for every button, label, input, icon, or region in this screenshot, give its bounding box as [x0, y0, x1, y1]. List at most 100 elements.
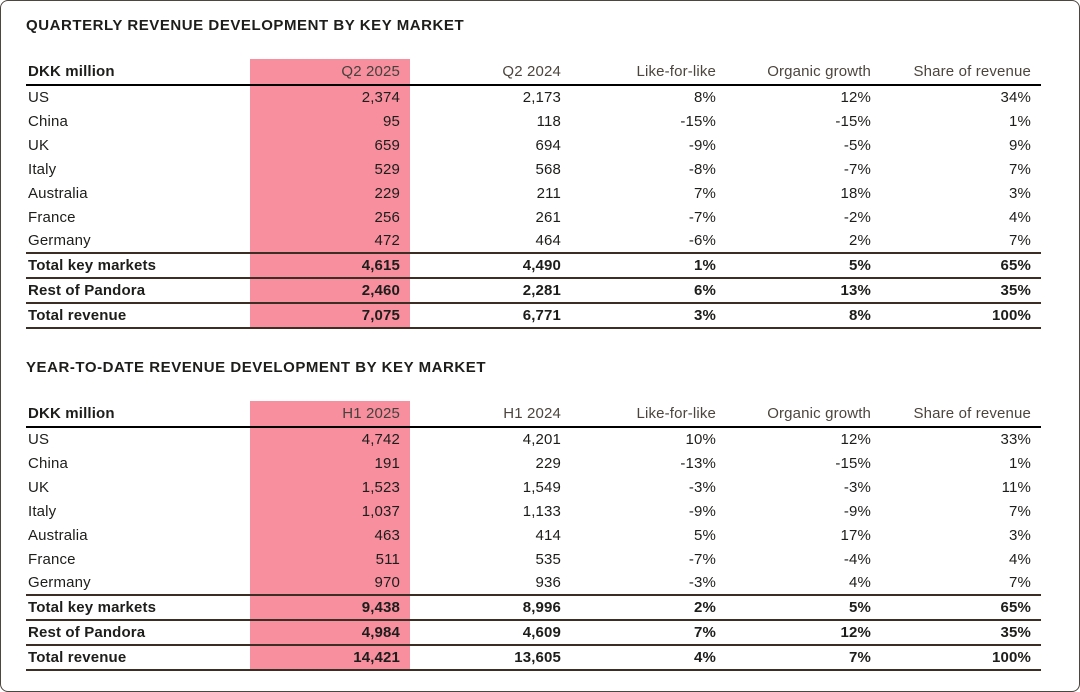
value-cell: -15% [680, 112, 716, 130]
row-label: Italy [28, 160, 57, 178]
value-cell: 8% [726, 302, 881, 329]
value-cell: -4% [843, 550, 871, 568]
value-cell: -13% [680, 454, 716, 472]
value-current-period: 14,421 [250, 644, 410, 671]
value-cell: 568 [535, 160, 561, 178]
column-header: Q2 2025 [250, 59, 410, 86]
value-current-period: 4,742 [250, 427, 410, 451]
value-cell: -15% [835, 454, 871, 472]
row-label: Australia [28, 184, 88, 202]
table-row: Italy 1,037 1,133 -9% -9% 7% [26, 499, 1041, 523]
table-row: China 191 229 -13% -15% 1% [26, 451, 1041, 475]
value-cell: 6% [571, 277, 726, 303]
table-row: Germany 472 464 -6% 2% 7% [26, 229, 1041, 253]
value-current-period: 256 [250, 205, 410, 229]
ytd-revenue-section: YEAR-TO-DATE REVENUE DEVELOPMENT BY KEY … [26, 359, 1041, 671]
value-cell: 1,549 [522, 478, 561, 496]
row-label: Total key markets [26, 594, 250, 620]
value-cell: -9% [688, 502, 716, 520]
section-title-ytd: YEAR-TO-DATE REVENUE DEVELOPMENT BY KEY … [26, 359, 487, 376]
row-label: Total revenue [26, 302, 250, 329]
value-cell: -7% [688, 208, 716, 226]
value-cell: 18% [840, 184, 871, 202]
value-cell: -7% [843, 160, 871, 178]
table-row: China 95 118 -15% -15% 1% [26, 109, 1041, 133]
value-current-period: 529 [250, 157, 410, 181]
ytd-revenue-table: DKK million H1 2025 H1 2024 Like-for-like Or… [26, 401, 1041, 671]
column-header: Organic growth [726, 59, 881, 86]
value-cell: -15% [835, 112, 871, 130]
value-cell: 5% [726, 252, 881, 278]
value-cell: 7% [571, 619, 726, 645]
table-row: US 2,374 2,173 8% 12% 34% [26, 85, 1041, 109]
value-cell: 118 [536, 112, 561, 130]
value-current-period: 191 [250, 451, 410, 475]
value-cell: -8% [688, 160, 716, 178]
row-label: US [28, 89, 50, 106]
quarterly-revenue-table: DKK million Q2 2025 Q2 2024 Like-for-like Or… [26, 59, 1041, 329]
row-label: UK [28, 478, 50, 496]
value-cell: 535 [535, 550, 561, 568]
table-row: Italy 529 568 -8% -7% 7% [26, 157, 1041, 181]
value-cell: 35% [881, 619, 1041, 645]
value-cell: 2,281 [410, 277, 571, 303]
table-header-row: DKK million H1 2025 H1 2024 Like-for-like Or… [26, 401, 1041, 428]
row-label: China [28, 112, 68, 130]
value-cell: 13,605 [410, 644, 571, 671]
value-cell: -3% [688, 574, 716, 591]
value-cell: 33% [1000, 431, 1031, 448]
column-header: H1 2024 [410, 401, 571, 428]
table-row: Rest of Pandora 2,460 2,281 6% 13% 35% [26, 277, 1041, 303]
table-row: Total key markets 9,438 8,996 2% 5% 65% [26, 594, 1041, 620]
value-cell: 4% [1009, 550, 1031, 568]
value-cell: 4,609 [410, 619, 571, 645]
value-current-period: 9,438 [250, 594, 410, 620]
value-cell: 65% [881, 594, 1041, 620]
value-cell: 12% [726, 619, 881, 645]
value-cell: 1% [1009, 454, 1031, 472]
value-cell: -3% [843, 478, 871, 496]
value-cell: 7% [1009, 574, 1031, 591]
table-row: Total key markets 4,615 4,490 1% 5% 65% [26, 252, 1041, 278]
value-cell: 3% [1009, 526, 1031, 544]
value-current-period: 4,615 [250, 252, 410, 278]
table-row: Germany 970 936 -3% 4% 7% [26, 571, 1041, 595]
value-cell: 5% [694, 526, 716, 544]
value-cell: 7% [1009, 160, 1031, 178]
value-cell: 7% [694, 184, 716, 202]
table-row: UK 659 694 -9% -5% 9% [26, 133, 1041, 157]
value-current-period: 970 [250, 571, 410, 595]
table-row: Australia 463 414 5% 17% 3% [26, 523, 1041, 547]
value-cell: -6% [688, 232, 716, 249]
table-row: Australia 229 211 7% 18% 3% [26, 181, 1041, 205]
value-cell: 936 [535, 574, 561, 591]
value-cell: 7% [726, 644, 881, 671]
value-cell: 17% [840, 526, 871, 544]
value-cell: 8% [694, 89, 716, 106]
value-cell: 229 [535, 454, 561, 472]
value-cell: 3% [1009, 184, 1031, 202]
value-cell: -3% [688, 478, 716, 496]
row-label: China [28, 454, 68, 472]
value-cell: 1% [1009, 112, 1031, 130]
column-header: Like-for-like [571, 401, 726, 428]
value-cell: 12% [840, 431, 871, 448]
table-row: France 256 261 -7% -2% 4% [26, 205, 1041, 229]
value-current-period: 1,037 [250, 499, 410, 523]
table-row: France 511 535 -7% -4% 4% [26, 547, 1041, 571]
value-cell: 414 [535, 526, 561, 544]
column-header: Like-for-like [571, 59, 726, 86]
row-label: Germany [28, 574, 91, 591]
column-header: Q2 2024 [410, 59, 571, 86]
value-current-period: 229 [250, 181, 410, 205]
value-cell: 6,771 [410, 302, 571, 329]
row-label: Australia [28, 526, 88, 544]
table-body: US 2,374 2,173 8% 12% 34% China 95 118 -15% -15% 1%… [26, 85, 1041, 329]
row-label: Rest of Pandora [26, 619, 250, 645]
column-header: H1 2025 [250, 401, 410, 428]
table-row: US 4,742 4,201 10% 12% 33% [26, 427, 1041, 451]
value-cell: 2,173 [522, 89, 561, 106]
value-cell: -5% [843, 136, 871, 154]
value-cell: 2% [849, 232, 871, 249]
